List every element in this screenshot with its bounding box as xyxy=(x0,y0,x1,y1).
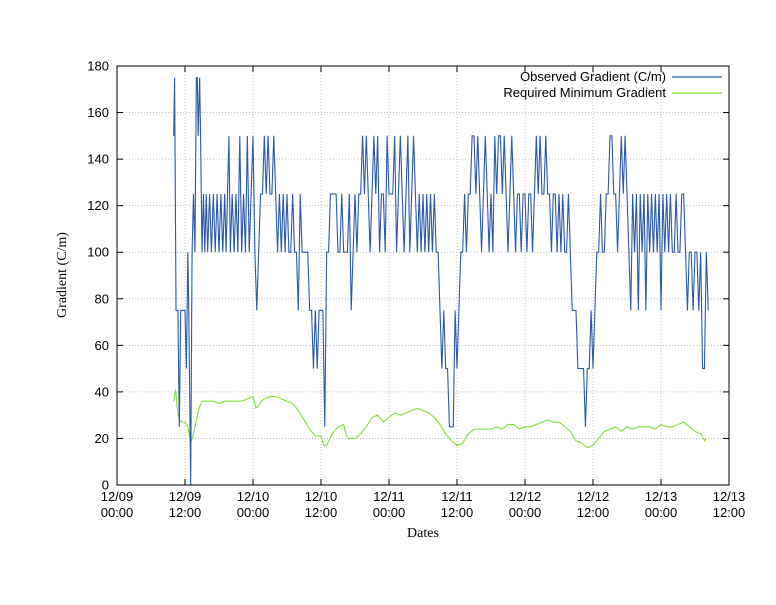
y-tick-label: 100 xyxy=(87,245,109,260)
x-tick-label-date: 12/11 xyxy=(373,489,405,504)
y-tick-label: 180 xyxy=(87,59,109,74)
x-tick-label-time: 12:00 xyxy=(577,505,610,520)
x-tick-label-time: 00:00 xyxy=(645,505,678,520)
plot-frame xyxy=(116,65,730,486)
x-tick-label-time: 12:00 xyxy=(441,505,474,520)
required-minimum-gradient-line xyxy=(173,389,707,449)
x-axis-title: Dates xyxy=(407,526,439,541)
y-axis-title: Gradient (C/m) xyxy=(55,232,70,318)
legend: Observed Gradient (C/m) Required Minimum… xyxy=(503,69,722,100)
y-tick-label: 20 xyxy=(95,431,109,446)
x-tick-label-date: 12/09 xyxy=(101,489,134,504)
x-tick-label-time: 00:00 xyxy=(509,505,542,520)
x-axis: 12/0900:0012/0912:0012/1000:0012/1012:00… xyxy=(101,66,746,520)
y-tick-label: 0 xyxy=(102,478,109,493)
legend-label-required: Required Minimum Gradient xyxy=(503,85,666,100)
x-tick-label-date: 12/10 xyxy=(237,489,270,504)
y-tick-label: 140 xyxy=(87,152,109,167)
y-tick-label: 160 xyxy=(87,105,109,120)
x-tick-label-time: 12:00 xyxy=(169,505,202,520)
x-tick-label-time: 00:00 xyxy=(237,505,270,520)
y-tick-label: 60 xyxy=(95,338,109,353)
y-tick-label: 40 xyxy=(95,384,109,399)
x-tick-label-date: 12/12 xyxy=(577,489,610,504)
x-tick-label-date: 12/09 xyxy=(169,489,202,504)
observed-gradient-line xyxy=(173,77,709,486)
x-tick-label-date: 12/12 xyxy=(509,489,542,504)
x-tick-label-time: 12:00 xyxy=(713,505,746,520)
x-tick-label-time: 00:00 xyxy=(101,505,134,520)
x-tick-label-time: 12:00 xyxy=(305,505,338,520)
y-axis: 0 20 40 60 80 100 120 140 160 180 xyxy=(87,59,729,493)
grid-lines xyxy=(117,66,729,485)
series-lines xyxy=(173,77,709,486)
legend-label-observed: Observed Gradient (C/m) xyxy=(520,69,666,84)
x-tick-label-date: 12/13 xyxy=(713,489,746,504)
x-tick-label-date: 12/11 xyxy=(441,489,473,504)
y-tick-label: 80 xyxy=(95,291,109,306)
x-tick-label-date: 12/13 xyxy=(645,489,678,504)
x-tick-label-time: 00:00 xyxy=(373,505,406,520)
x-tick-label-date: 12/10 xyxy=(305,489,338,504)
y-tick-label: 120 xyxy=(87,198,109,213)
